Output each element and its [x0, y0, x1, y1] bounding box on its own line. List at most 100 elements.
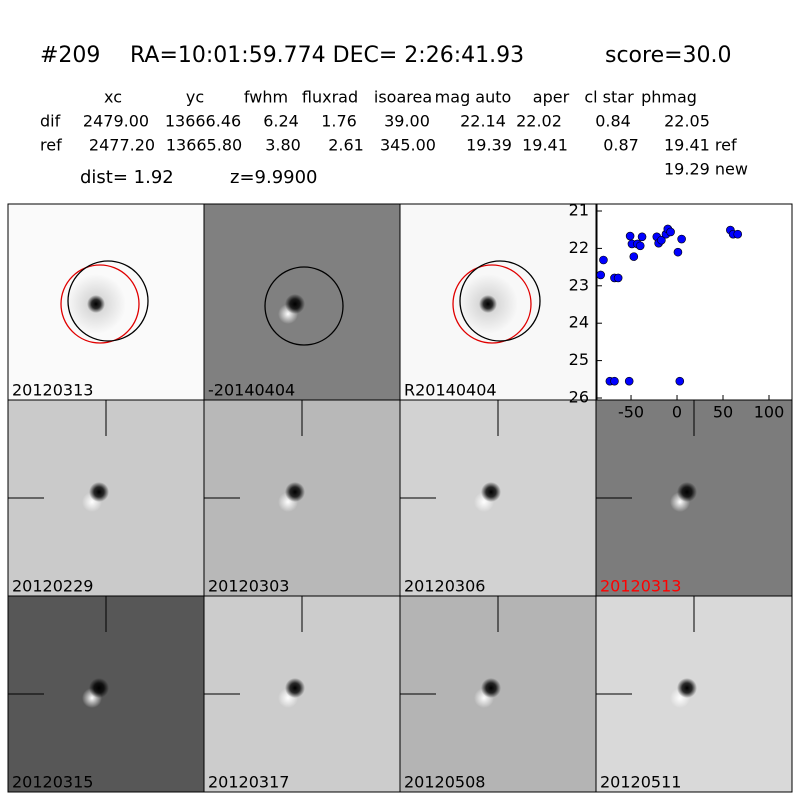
- data-point: [625, 231, 635, 241]
- aperture-red: [452, 264, 532, 344]
- panel-label: 20120315: [12, 773, 93, 792]
- aperture-black: [459, 260, 541, 342]
- residual-negative: [677, 482, 697, 502]
- table-cell: 2479.00: [83, 112, 149, 131]
- panel-label: 20120229: [12, 577, 93, 596]
- residual-negative: [285, 482, 305, 502]
- score: score=30.0: [605, 43, 732, 68]
- column-header: isoarea: [374, 88, 432, 107]
- y-tick-label: 22: [569, 238, 589, 257]
- data-point: [610, 376, 619, 386]
- y-tick-label: 23: [569, 275, 589, 294]
- y-tick-label: 26: [569, 388, 589, 407]
- y-tick-label: 21: [569, 201, 589, 220]
- plot-area: [596, 203, 793, 401]
- image-panel: 20120303: [203, 399, 401, 597]
- data-point: [613, 273, 623, 283]
- image-panel: R20140404: [399, 203, 597, 401]
- column-header: aper: [533, 88, 570, 107]
- x-tick-label: 100: [754, 403, 785, 422]
- column-header: cl star: [584, 88, 634, 107]
- data-point: [596, 270, 605, 280]
- panel-label: 20120306: [404, 577, 485, 596]
- y-tick-label: 25: [569, 350, 589, 369]
- coordinates: RA=10:01:59.774 DEC= 2:26:41.93: [130, 43, 524, 68]
- data-point: [599, 255, 608, 265]
- x-tick-label: 50: [713, 403, 733, 422]
- table-cell: 22.02: [516, 112, 562, 131]
- table-cell: 13666.46: [165, 112, 241, 131]
- image-panel: 20120315: [7, 595, 205, 793]
- table-cell: 19.39: [466, 136, 512, 155]
- image-panel: 20120313: [7, 203, 205, 401]
- data-point: [677, 234, 686, 244]
- data-point: [624, 376, 634, 386]
- table-cell: 345.00: [380, 136, 436, 155]
- table-cell: 2.61: [328, 136, 364, 155]
- table-cell: 0.84: [595, 112, 631, 131]
- column-header: mag auto: [435, 88, 512, 107]
- column-header: phmag: [641, 88, 697, 107]
- residual-negative: [285, 294, 305, 314]
- residual-negative: [285, 678, 305, 698]
- source: [87, 295, 105, 313]
- column-header: xc: [104, 88, 122, 107]
- image-panel: 20120317: [203, 595, 401, 793]
- image-panel: 20120511: [595, 595, 793, 793]
- image-panel: 20120313: [595, 399, 793, 597]
- y-tick-label: 24: [569, 313, 589, 332]
- column-header: fluxrad: [302, 88, 358, 107]
- table-cell: 19.41: [522, 136, 568, 155]
- panel-label: 20120317: [208, 773, 289, 792]
- residual-negative: [89, 482, 109, 502]
- x-tick-label: 0: [672, 403, 682, 422]
- table-cell: 1.76: [321, 112, 357, 131]
- image-panel: 20120306: [399, 399, 597, 597]
- panel-label: 20120511: [600, 773, 681, 792]
- table-cell: 2477.20: [89, 136, 155, 155]
- column-header: fwhm: [244, 88, 288, 107]
- panel-label: 20120303: [208, 577, 289, 596]
- panel-label: 20120313: [600, 577, 681, 596]
- table-cell: 22.14: [460, 112, 506, 131]
- x-tick-label: -50: [618, 403, 644, 422]
- candidate-id: #209: [40, 43, 100, 68]
- aperture-red: [60, 264, 140, 344]
- data-point: [733, 229, 743, 239]
- data-point: [637, 232, 647, 242]
- data-point: [635, 241, 645, 251]
- image-panel: -20140404: [203, 203, 401, 401]
- residual-negative: [481, 482, 501, 502]
- panel-label: R20140404: [404, 381, 497, 400]
- table-cell: 39.00: [384, 112, 430, 131]
- table-cell: 22.05: [664, 112, 710, 131]
- panel-label: 20120508: [404, 773, 485, 792]
- panel-label: 20120313: [12, 381, 93, 400]
- data-point: [673, 247, 683, 257]
- aperture-black: [264, 266, 344, 346]
- table-cell: 6.24: [263, 112, 299, 131]
- table-cell: 0.87: [603, 136, 639, 155]
- source: [479, 295, 497, 313]
- image-panel: 20120229: [7, 399, 205, 597]
- data-point: [629, 252, 639, 261]
- residual-negative: [677, 678, 697, 698]
- table-cell: 13665.80: [166, 136, 242, 155]
- image-panel: 20120508: [399, 595, 597, 793]
- data-point: [666, 227, 675, 237]
- aperture-black: [67, 260, 149, 342]
- residual-negative: [89, 678, 109, 698]
- table-cell: 3.80: [265, 136, 301, 155]
- distance: dist= 1.92: [80, 167, 174, 188]
- panel-label: -20140404: [208, 381, 295, 400]
- data-point: [675, 376, 685, 386]
- table-cell: 19.41 ref: [664, 136, 737, 155]
- column-header: yc: [186, 88, 204, 107]
- table-note: 19.29 new: [664, 160, 748, 179]
- row-label: dif: [40, 112, 61, 131]
- residual-negative: [481, 678, 501, 698]
- redshift: z=9.9900: [230, 167, 318, 188]
- row-label: ref: [40, 136, 62, 155]
- data-point: [657, 235, 666, 245]
